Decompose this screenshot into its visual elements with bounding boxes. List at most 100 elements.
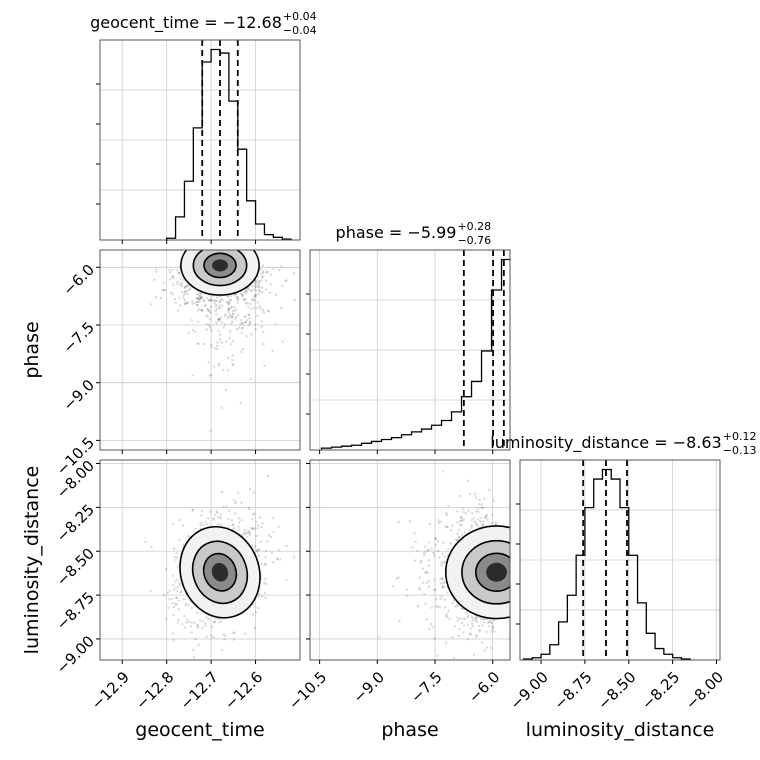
scatter-point (190, 631, 193, 634)
scatter-point (481, 641, 484, 644)
scatter-point (196, 297, 199, 300)
scatter-point (249, 377, 252, 381)
scatter-point (172, 588, 175, 592)
scatter-point (196, 297, 199, 300)
scatter-point (231, 354, 234, 357)
scatter-point (198, 300, 201, 303)
scatter-point (269, 283, 273, 286)
scatter-point (182, 543, 185, 546)
scatter-point (272, 530, 275, 534)
scatter-point (266, 270, 269, 274)
scatter-point (426, 571, 430, 574)
scatter-point (237, 491, 240, 494)
scatter-point (456, 521, 459, 524)
scatter-point (171, 632, 174, 635)
scatter-point (256, 285, 259, 289)
xtick-label-luminosity_distance-4: −8.00 (682, 668, 727, 713)
scatter-point (251, 512, 255, 516)
scatter-point (432, 588, 436, 591)
scatter-point (232, 631, 235, 635)
scatter-point (454, 538, 458, 541)
scatter-point (440, 578, 444, 581)
scatter-point (491, 521, 494, 525)
scatter-point (417, 586, 421, 589)
scatter-point (276, 557, 279, 560)
scatter-point (230, 343, 233, 346)
scatter-point (174, 558, 177, 562)
scatter-point (482, 520, 485, 523)
scatter-point (230, 305, 233, 309)
scatter-point (262, 330, 265, 334)
scatter-point (162, 288, 166, 292)
scatter-point (180, 290, 184, 294)
scatter-point (198, 307, 201, 310)
scatter-point (184, 290, 187, 293)
scatter-point (171, 601, 174, 605)
scatter-point (205, 616, 208, 619)
scatter-point (240, 327, 243, 330)
scatter-point (243, 532, 246, 536)
scatter-point (176, 280, 179, 284)
scatter-point (245, 532, 249, 535)
scatter-point (233, 526, 236, 530)
scatter-point (459, 518, 463, 522)
scatter-point (209, 318, 212, 321)
scatter-point (183, 291, 187, 295)
scatter-point (183, 626, 187, 629)
scatter-point (427, 564, 431, 568)
scatter-point (212, 516, 215, 520)
scatter-point (210, 298, 214, 302)
scatter-point (470, 615, 474, 619)
scatter-point (444, 606, 447, 609)
scatter-point (245, 290, 248, 293)
scatter-point (224, 313, 227, 316)
scatter-point (259, 279, 263, 282)
scatter-point (447, 609, 450, 613)
ytick-label-phase-3: −6.0 (60, 261, 98, 299)
scatter-point (168, 589, 171, 593)
scatter-point (247, 306, 250, 309)
scatter-point (231, 315, 234, 318)
scatter-point (457, 634, 461, 638)
title-minus-luminosity_distance: −0.13 (723, 444, 757, 457)
scatter-point (423, 592, 426, 596)
scatter-point (240, 331, 243, 335)
scatter-point (425, 581, 428, 584)
scatter-point (256, 548, 260, 552)
scatter-point (257, 554, 260, 558)
scatter-point (378, 635, 381, 638)
scatter-point (214, 617, 218, 621)
scatter-point (231, 363, 234, 366)
scatter-point (213, 302, 216, 305)
scatter-point (489, 646, 493, 650)
scatter-point (191, 329, 195, 332)
scatter-point (249, 289, 252, 293)
title-plus-luminosity_distance: +0.12 (723, 430, 757, 443)
scatter-point (466, 616, 469, 619)
scatter-point (245, 335, 248, 338)
scatter-point (485, 630, 488, 634)
scatter-point (434, 536, 437, 540)
scatter-point (256, 526, 259, 530)
scatter-point (492, 499, 496, 502)
scatter-point (428, 523, 432, 526)
scatter-point (422, 554, 426, 557)
scatter-point (232, 312, 235, 315)
scatter-point (219, 516, 223, 520)
scatter-point (179, 591, 182, 594)
scatter-point (225, 301, 228, 304)
scatter-point (200, 296, 203, 299)
scatter-point (217, 364, 221, 367)
scatter-point (483, 497, 486, 500)
xtick-label-phase-2: −7.5 (407, 668, 445, 706)
scatter-point (433, 554, 436, 557)
scatter-point (438, 605, 442, 609)
scatter-point (185, 602, 188, 605)
scatter-point (214, 305, 218, 308)
scatter-point (434, 537, 437, 541)
scatter-point (230, 518, 234, 522)
scatter-point (241, 294, 244, 297)
scatter-point (477, 624, 481, 628)
scatter-point (430, 606, 433, 609)
xtick-label-geocent_time-2: −12.7 (177, 668, 222, 713)
